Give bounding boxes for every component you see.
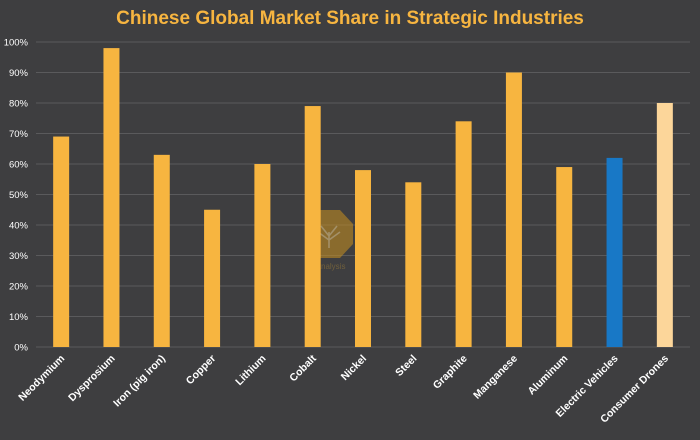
bars [53,48,673,347]
bar-manganese [505,72,522,347]
bar-electric-vehicles [606,157,623,347]
tree-logo-icon-detail [317,225,341,248]
y-tick-label: 20% [9,282,29,293]
watermark-text: sanalysis [313,262,346,271]
bar-dysprosium [103,48,120,347]
y-tick-label: 50% [9,190,29,201]
bar-neodymium [53,136,70,347]
bar-copper [204,209,221,347]
bar-nickel [355,170,371,347]
bar-graphite [455,121,472,347]
bar-aluminum [556,167,573,347]
bar-steel [405,182,422,347]
y-tick-label: 60% [9,160,29,171]
bar-consumer-drones [656,103,673,347]
y-tick-label: 0% [14,343,28,354]
y-tick-label: 30% [9,251,29,262]
y-tick-label: 40% [9,221,29,232]
bar-cobalt [304,106,321,347]
bar-iron-pig-iron [153,154,170,347]
y-tick-label: 10% [9,312,29,323]
y-tick-label: 70% [9,129,29,140]
y-tick-label: 80% [9,99,29,110]
y-tick-label: 90% [9,68,29,79]
chart-title: Chinese Global Market Share in Strategic… [116,8,584,29]
bar-lithium [254,164,271,347]
y-tick-label: 100% [4,38,29,49]
y-axis-ticks: 0% 10% 20% 30% 40% 50% 60% 70% 80% 90% 100% [4,38,29,354]
